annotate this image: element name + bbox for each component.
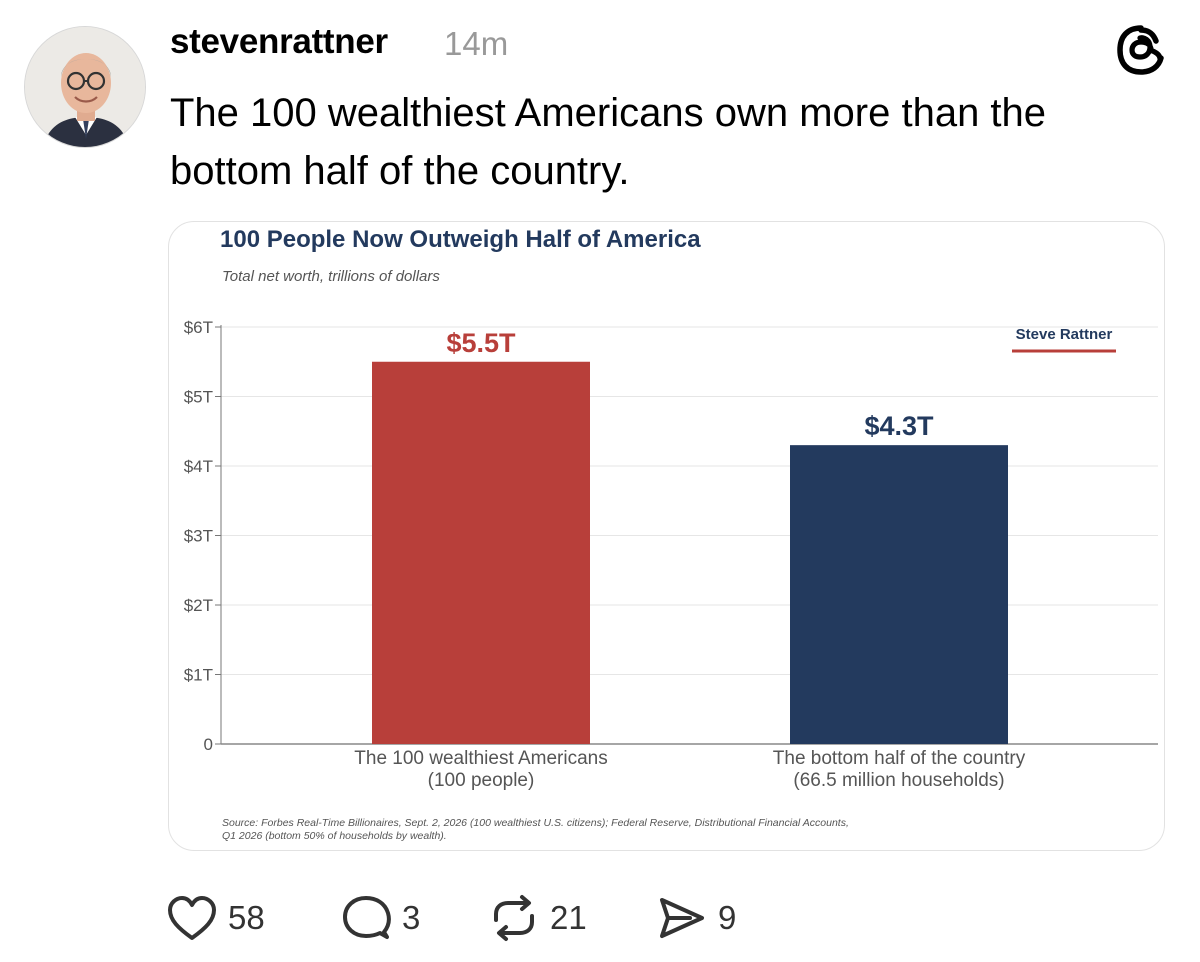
bar [790,445,1008,744]
x-category-label: The 100 wealthiest Americans [354,748,607,769]
repost-button[interactable]: 21 [488,890,587,946]
reply-button[interactable]: 3 [340,890,420,946]
repost-icon [494,895,534,941]
avatar[interactable] [24,26,146,148]
y-tick-label: $6T [184,318,213,337]
avatar-photo [25,27,145,147]
y-tick-label: $5T [184,388,213,407]
post-text: The 100 wealthiest Americans own more th… [170,91,1047,193]
reply-count: 3 [402,899,421,936]
like-button[interactable]: 58 [166,890,265,946]
chart-subtitle: Total net worth, trillions of dollars [222,268,440,285]
y-tick-label: $1T [184,666,213,685]
heart-icon [168,896,216,940]
share-button[interactable]: 9 [656,890,736,946]
bar-value-label: $4.3T [864,411,934,441]
y-tick-label: $3T [184,527,213,546]
x-category-label: (100 people) [428,770,535,791]
send-icon [660,898,704,938]
chart-watermark: Steve Rattner [1016,326,1113,343]
y-tick-label: $4T [184,457,213,476]
bar [372,361,590,744]
post-time: 14m [444,25,509,62]
threads-logo-icon[interactable] [1113,22,1169,78]
username[interactable]: stevenrattner [170,22,388,61]
chart-source: Source: Forbes Real-Time Billionaires, S… [222,817,849,842]
like-count: 58 [228,899,265,936]
y-tick-label: $2T [184,596,213,615]
comment-bubble-icon [343,896,391,939]
x-category-label: (66.5 million households) [793,770,1004,791]
action-bar: 58 3 21 9 [166,890,806,946]
x-category-label: The bottom half of the country [773,748,1026,769]
bar-value-label: $5.5T [446,328,516,358]
share-count: 9 [718,899,737,936]
chart-title: 100 People Now Outweigh Half of America [220,226,701,253]
y-tick-label: 0 [204,735,213,754]
repost-count: 21 [550,899,587,936]
